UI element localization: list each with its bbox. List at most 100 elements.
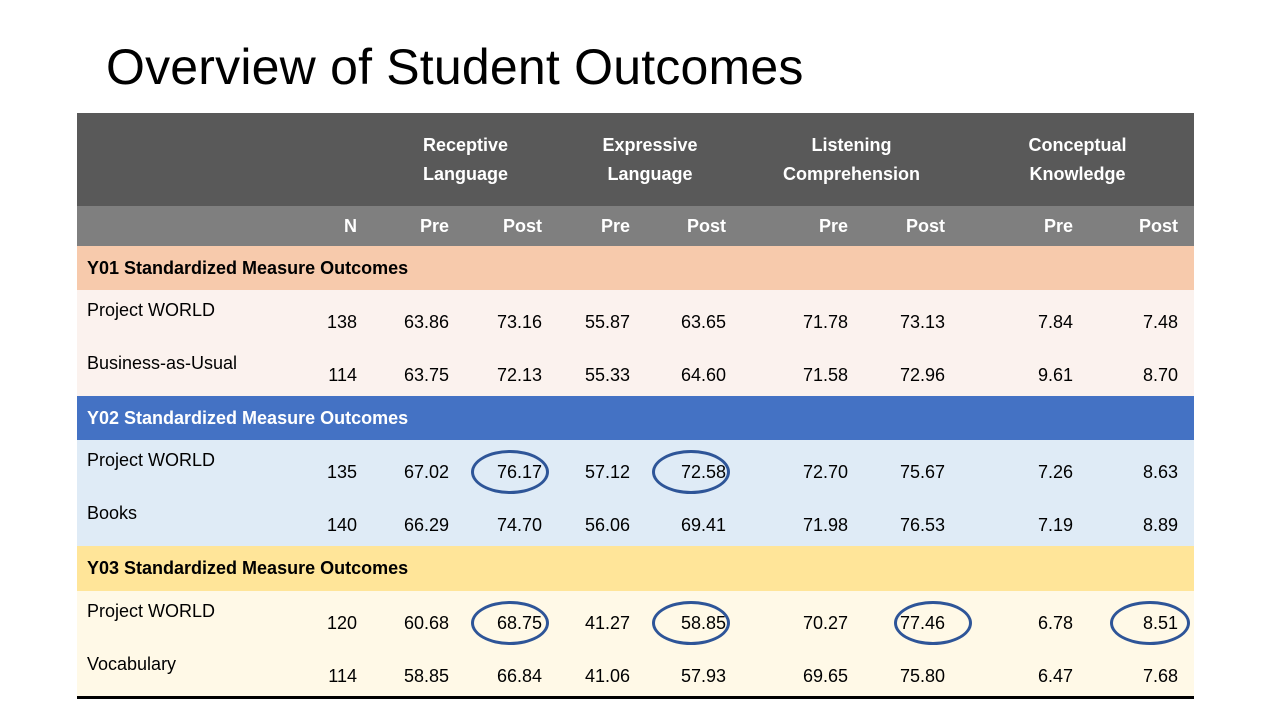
cell-expressive-pre: 41.06 <box>558 644 647 699</box>
cell-listening-pre: 72.70 <box>802 462 849 482</box>
cell-expressive-post: 63.65 <box>680 312 727 332</box>
cell-value: 76.17 <box>496 462 543 482</box>
group-header-line: Expressive <box>602 134 698 155</box>
cell-value: 72.58 <box>680 462 727 482</box>
section-label: Y03 Standardized Measure Outcomes <box>87 558 409 578</box>
section-header-y01: Y01 Standardized Measure Outcomes <box>77 246 1195 290</box>
row-label: Books <box>87 503 138 523</box>
subheader-pre: Pre <box>819 215 849 236</box>
group-header-line: Conceptual <box>1028 134 1127 155</box>
table-row: Books 140 66.29 74.70 56.06 69.41 71.98 … <box>77 493 1195 546</box>
cell-expressive-pre: 55.33 <box>584 365 631 385</box>
cell-n: 120 <box>326 613 357 633</box>
cell-receptive-pre: 63.86 <box>403 312 449 332</box>
cell-listening-pre: 71.78 <box>802 312 849 332</box>
row-label: Project WORLD <box>87 601 216 621</box>
cell-receptive-post: 68.75 <box>465 591 558 645</box>
cell-expressive-pre: 56.06 <box>584 515 631 535</box>
header-spacer-cell <box>272 113 373 206</box>
cell-listening-post: 77.46 <box>864 591 973 645</box>
group-header-line: Knowledge <box>1029 163 1126 184</box>
group-header-expressive: Expressive Language <box>558 113 742 206</box>
cell-expressive-pre: 57.12 <box>584 462 631 482</box>
subheader-post: Post <box>687 215 727 236</box>
cell-n: 135 <box>326 462 357 482</box>
section-label: Y01 Standardized Measure Outcomes <box>87 257 409 278</box>
cell-conceptual-pre: 6.47 <box>961 644 1090 699</box>
row-label: Project WORLD <box>87 450 216 470</box>
cell-listening-pre: 71.58 <box>802 365 849 385</box>
cell-conceptual-post: 8.63 <box>1143 462 1179 482</box>
cell-expressive-pre: 41.27 <box>584 613 631 633</box>
subheader-n: N <box>344 215 357 236</box>
header-empty-cell <box>77 113 272 206</box>
outcomes-table: Receptive Language Expressive Language L… <box>77 113 1195 699</box>
table-row: Vocabulary 114 58.85 66.84 41.06 57.93 6… <box>77 644 1195 699</box>
row-label: Vocabulary <box>77 644 272 699</box>
cell-n: 138 <box>326 312 357 332</box>
cell-n: 114 <box>272 644 373 699</box>
cell-value: 58.85 <box>680 613 727 633</box>
cell-expressive-post: 58.85 <box>646 591 742 645</box>
group-header-line: Comprehension <box>783 163 921 184</box>
cell-expressive-post: 72.58 <box>646 440 742 494</box>
cell-listening-pre: 70.27 <box>802 613 849 633</box>
table-row: Business-as-Usual 114 63.75 72.13 55.33 … <box>77 343 1195 396</box>
table-row: Project WORLD 135 67.02 76.17 57.12 72.5… <box>77 440 1195 494</box>
cell-n: 140 <box>326 515 357 535</box>
cell-listening-post: 75.80 <box>864 644 962 699</box>
cell-conceptual-pre: 7.26 <box>1038 462 1074 482</box>
cell-conceptual-post: 8.51 <box>1089 591 1194 645</box>
cell-listening-post: 75.67 <box>900 462 946 482</box>
subheader-pre: Pre <box>600 215 631 236</box>
header-row-columns: N Pre Post Pre Post Pre Post Pre Post <box>77 206 1195 246</box>
cell-expressive-post: 64.60 <box>680 365 727 385</box>
cell-value: 68.75 <box>496 613 543 633</box>
cell-receptive-post: 73.16 <box>496 312 543 332</box>
cell-conceptual-pre: 6.78 <box>1038 613 1074 633</box>
cell-receptive-pre: 63.75 <box>403 365 449 385</box>
cell-listening-pre: 69.65 <box>742 644 865 699</box>
cell-listening-post: 76.53 <box>900 515 946 535</box>
group-header-line: Receptive <box>422 134 509 155</box>
cell-receptive-post: 72.13 <box>496 365 543 385</box>
group-header-line: Language <box>607 163 693 184</box>
cell-listening-post: 72.96 <box>900 365 946 385</box>
cell-receptive-pre: 60.68 <box>403 613 449 633</box>
table-row: Project WORLD 120 60.68 68.75 41.27 58.8… <box>77 591 1195 645</box>
subheader-pre: Pre <box>419 215 449 236</box>
group-header-listening: Listening Comprehension <box>742 113 961 206</box>
cell-conceptual-pre: 7.84 <box>1038 312 1074 332</box>
row-label: Project WORLD <box>87 300 216 320</box>
row-label: Business-as-Usual <box>87 353 238 373</box>
cell-conceptual-post: 8.70 <box>1143 365 1179 385</box>
cell-listening-post: 73.13 <box>900 312 946 332</box>
cell-conceptual-post: 7.68 <box>1089 644 1195 699</box>
cell-value: 8.51 <box>1143 613 1179 633</box>
cell-expressive-post: 69.41 <box>680 515 727 535</box>
cell-conceptual-post: 8.89 <box>1143 515 1179 535</box>
subheader-post: Post <box>906 215 946 236</box>
cell-receptive-pre: 58.85 <box>373 644 465 699</box>
cell-value: 77.46 <box>900 613 946 633</box>
header-row-groups: Receptive Language Expressive Language L… <box>77 113 1195 206</box>
cell-conceptual-post: 7.48 <box>1143 312 1179 332</box>
section-label: Y02 Standardized Measure Outcomes <box>87 407 409 428</box>
cell-receptive-post: 66.84 <box>465 644 559 699</box>
table-row: Project WORLD 138 63.86 73.16 55.87 63.6… <box>77 290 1195 343</box>
subheader-empty-cell <box>77 206 272 246</box>
subheader-post: Post <box>1139 215 1179 236</box>
subheader-pre: Pre <box>1044 215 1074 236</box>
cell-expressive-pre: 55.87 <box>584 312 631 332</box>
group-header-conceptual: Conceptual Knowledge <box>961 113 1194 206</box>
cell-conceptual-pre: 7.19 <box>1038 515 1074 535</box>
cell-receptive-pre: 66.29 <box>403 515 449 535</box>
cell-receptive-pre: 67.02 <box>403 462 449 482</box>
cell-expressive-post: 57.93 <box>646 644 743 699</box>
slide-title: Overview of Student Outcomes <box>106 39 804 95</box>
cell-conceptual-pre: 9.61 <box>1038 365 1074 385</box>
cell-receptive-post: 74.70 <box>496 515 543 535</box>
group-header-line: Listening <box>811 134 892 155</box>
cell-n: 114 <box>328 365 357 385</box>
group-header-receptive: Receptive Language <box>373 113 558 206</box>
